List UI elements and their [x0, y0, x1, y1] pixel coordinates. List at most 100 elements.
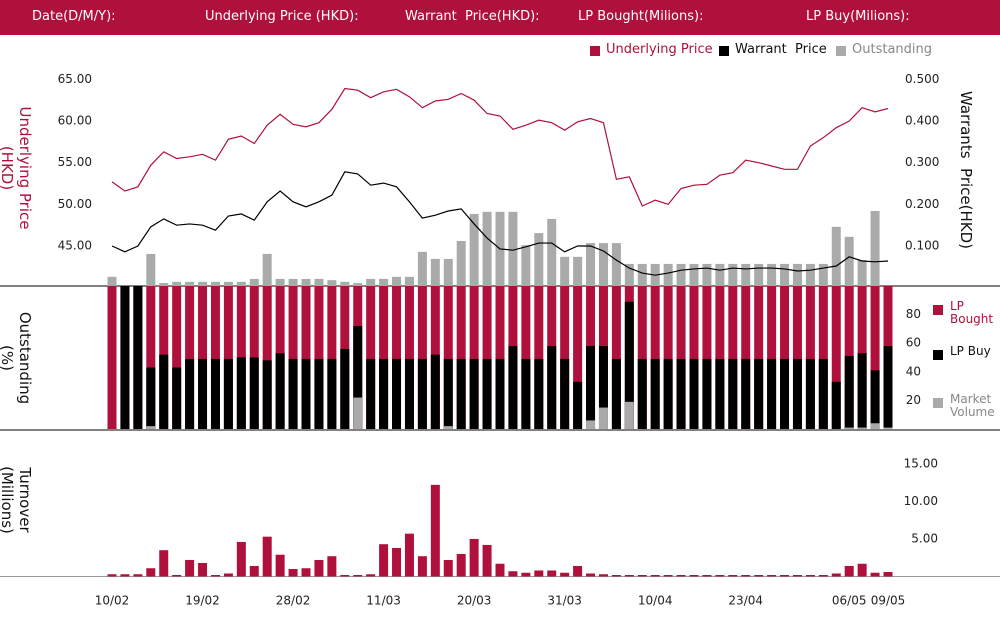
- outstanding-bar: [314, 278, 324, 286]
- bar: [301, 286, 311, 429]
- x-tick-label: 10/04: [638, 594, 673, 608]
- bar: [754, 358, 764, 429]
- bar: [146, 568, 156, 577]
- bar: [172, 286, 182, 429]
- bar: [275, 554, 285, 577]
- outstanding-bar: [262, 253, 272, 286]
- bar: [288, 568, 298, 577]
- outstanding-bar: [198, 281, 208, 286]
- bar: [508, 346, 518, 429]
- bar: [792, 358, 802, 429]
- bar: [844, 427, 854, 429]
- legend-label: Warrant Price: [735, 42, 827, 57]
- outstanding-bar: [210, 281, 220, 286]
- outstanding-bar: [172, 281, 182, 286]
- bar: [495, 358, 505, 429]
- bar: [146, 286, 156, 429]
- bar: [159, 354, 169, 429]
- outstanding-bar: [715, 263, 725, 286]
- bar: [456, 358, 466, 429]
- bar: [443, 426, 453, 429]
- y-tick-label: 65.00: [58, 72, 92, 86]
- bar: [624, 401, 634, 429]
- bar: [469, 358, 479, 429]
- outstanding-bar: [741, 263, 751, 286]
- bar: [223, 358, 233, 429]
- outstanding-bar: [844, 236, 854, 286]
- bar: [534, 286, 544, 429]
- bar: [430, 484, 440, 577]
- legend-swatch: [719, 46, 729, 56]
- x-tick-label: 28/02: [276, 594, 311, 608]
- bar: [133, 574, 143, 577]
- bar: [805, 358, 815, 429]
- bar: [689, 286, 699, 429]
- bar: [715, 574, 725, 577]
- bar: [818, 358, 828, 429]
- bar: [792, 286, 802, 429]
- bar: [443, 559, 453, 577]
- bar: [650, 574, 660, 577]
- x-tick-label: 09/05: [871, 594, 906, 608]
- bar: [417, 556, 427, 577]
- outstanding-bar: [870, 211, 880, 286]
- bar: [831, 573, 841, 577]
- bar: [417, 286, 427, 429]
- bar: [767, 574, 777, 577]
- bar: [844, 356, 854, 429]
- outstanding-bar: [379, 278, 389, 286]
- outstanding-bar: [728, 263, 738, 286]
- bar: [262, 360, 272, 429]
- y-tick-label: 10.00: [904, 494, 938, 508]
- bar: [366, 286, 376, 429]
- bar: [650, 358, 660, 429]
- outstanding-bar: [534, 233, 544, 286]
- bar: [185, 358, 195, 429]
- legend-label: Market Volume: [950, 392, 995, 419]
- outstanding-bar: [159, 283, 169, 286]
- outstanding-bar: [366, 278, 376, 286]
- outstanding-bar: [624, 263, 634, 286]
- bar: [327, 556, 337, 577]
- x-tick-label: 23/04: [728, 594, 763, 608]
- bar: [340, 348, 350, 429]
- bar: [301, 358, 311, 429]
- bar: [120, 574, 130, 577]
- bar: [547, 346, 557, 429]
- y-tick-label: 5.00: [911, 531, 938, 545]
- bar: [288, 286, 298, 429]
- y2-tick-label: 0.200: [905, 197, 939, 211]
- bar: [857, 353, 867, 429]
- legend-label: Outstanding: [852, 42, 932, 57]
- y-tick-label: 80: [906, 307, 921, 321]
- bar: [883, 346, 893, 429]
- bar: [560, 286, 570, 429]
- outstanding-bar: [469, 213, 479, 286]
- header-field: Date(D/M/Y):: [32, 9, 116, 24]
- bar: [573, 381, 583, 429]
- bar: [456, 553, 466, 577]
- bar: [818, 286, 828, 429]
- bar: [870, 370, 880, 429]
- bar: [767, 358, 777, 429]
- bar: [611, 358, 621, 429]
- outstanding-bar: [236, 281, 246, 286]
- bar: [379, 544, 389, 577]
- axis-title: Outstanding (%): [0, 311, 34, 405]
- bar: [353, 574, 363, 577]
- legend-label: LP Buy: [950, 344, 991, 358]
- bar: [547, 570, 557, 577]
- outstanding-bar: [185, 281, 195, 286]
- bar: [883, 427, 893, 429]
- bar: [198, 562, 208, 577]
- y-tick-label: 45.00: [58, 239, 92, 253]
- y2-tick-label: 0.100: [905, 239, 939, 253]
- bar: [275, 353, 285, 429]
- bar: [611, 286, 621, 429]
- bar: [469, 538, 479, 577]
- bar: [676, 358, 686, 429]
- bar: [236, 357, 246, 429]
- bar: [340, 574, 350, 577]
- bar: [159, 550, 169, 577]
